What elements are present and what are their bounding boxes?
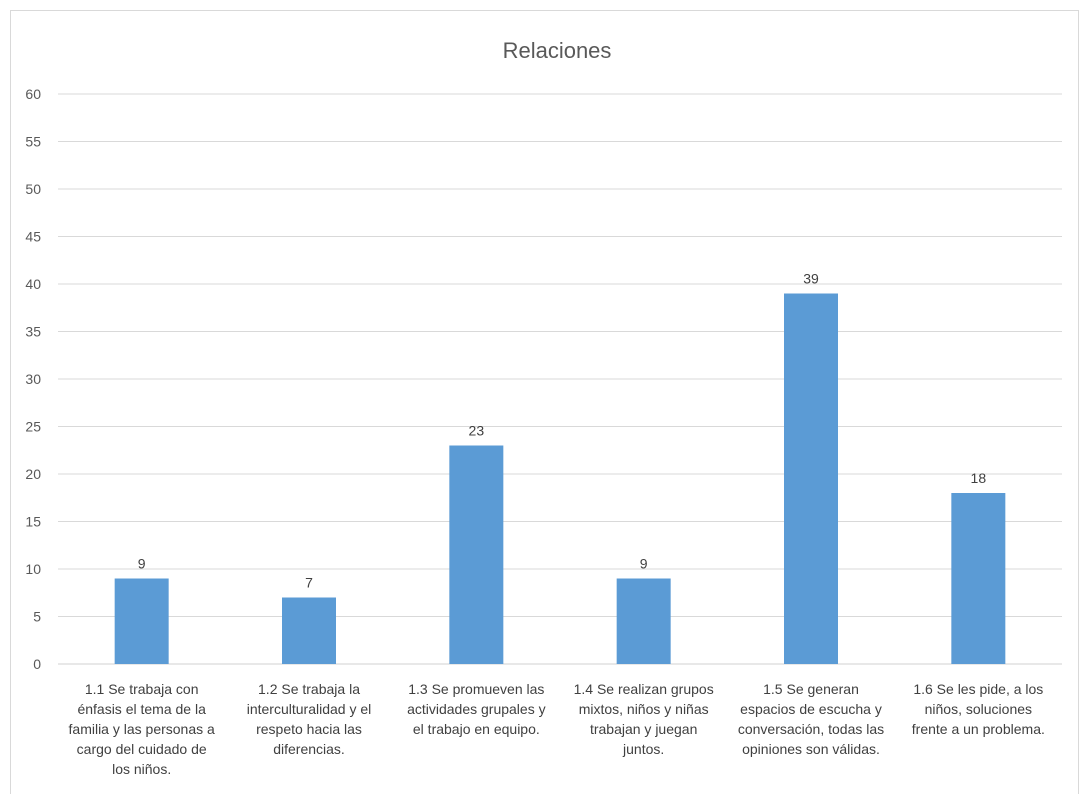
x-tick-label-line: 1.1 Se trabaja con xyxy=(85,681,199,697)
bar xyxy=(784,293,838,664)
x-tick-label-line: énfasis el tema de la xyxy=(77,701,206,717)
y-tick-label: 30 xyxy=(25,371,41,387)
x-tick-label-line: 1.3 Se promueven las xyxy=(408,681,544,697)
data-label: 23 xyxy=(469,423,485,439)
y-tick-label: 20 xyxy=(25,466,41,482)
x-tick-label-line: espacios de escucha y xyxy=(740,701,882,717)
chart-title: Relaciones xyxy=(503,38,612,63)
data-label: 39 xyxy=(803,271,819,287)
y-tick-label: 45 xyxy=(25,229,41,245)
bar xyxy=(616,578,671,664)
bar xyxy=(449,445,504,664)
y-tick-label: 25 xyxy=(25,419,41,435)
chart-frame xyxy=(10,10,1079,794)
x-tick-label: 1.6 Se les pide, a los niños, soluciones f… xyxy=(912,681,1045,737)
bar xyxy=(951,493,1006,664)
x-tick-label: 1.5 Se generan espacios de escucha y conve… xyxy=(738,681,884,757)
bars xyxy=(114,293,1006,664)
x-tick-label-line: los niños. xyxy=(112,761,171,777)
x-tick-label-line: conversación, todas las xyxy=(738,721,884,737)
x-tick-label-line: el trabajo en equipo. xyxy=(413,721,540,737)
x-tick-label-line: trabajan y juegan xyxy=(590,721,697,737)
data-label: 18 xyxy=(971,470,987,486)
bar xyxy=(282,597,336,664)
y-axis-ticks: 0 5 10 15 20 25 30 35 40 45 50 55 60 xyxy=(25,86,41,672)
x-tick-label: 1.1 Se trabaja con énfasis el tema de la f… xyxy=(69,681,216,777)
x-tick-label: 1.4 Se realizan grupos mixtos, niños y ni… xyxy=(574,681,714,757)
x-tick-label-line: 1.6 Se les pide, a los xyxy=(913,681,1043,697)
y-tick-label: 10 xyxy=(25,561,41,577)
y-tick-label: 15 xyxy=(25,514,41,530)
data-labels: 9 7 23 9 39 18 xyxy=(138,271,987,591)
y-tick-label: 55 xyxy=(25,134,41,150)
x-tick-label-line: 1.5 Se generan xyxy=(763,681,859,697)
bar xyxy=(114,578,169,664)
x-axis-labels: 1.1 Se trabaja con énfasis el tema de la f… xyxy=(69,681,1045,777)
x-tick-label-line: niños, soluciones xyxy=(925,701,1032,717)
x-tick-label-line: 1.4 Se realizan grupos xyxy=(574,681,714,697)
x-tick-label-line: diferencias. xyxy=(273,741,345,757)
x-tick-label: 1.2 Se trabaja la interculturalidad y el r… xyxy=(247,681,372,757)
x-tick-label-line: frente a un problema. xyxy=(912,721,1045,737)
gridlines xyxy=(58,93,1062,665)
y-tick-label: 35 xyxy=(25,324,41,340)
x-tick-label-line: actividades grupales y xyxy=(407,701,546,717)
x-tick-label-line: interculturalidad y el xyxy=(247,701,372,717)
y-tick-label: 60 xyxy=(25,86,41,102)
x-tick-label-line: mixtos, niños y niñas xyxy=(579,701,709,717)
y-tick-label: 40 xyxy=(25,276,41,292)
data-label: 7 xyxy=(305,575,313,591)
data-label: 9 xyxy=(640,556,648,572)
x-tick-label-line: juntos. xyxy=(622,741,664,757)
x-tick-label-line: opiniones son válidas. xyxy=(742,741,880,757)
y-tick-label: 0 xyxy=(33,656,41,672)
x-tick-label-line: respeto hacia las xyxy=(256,721,362,737)
x-tick-label-line: familia y las personas a xyxy=(69,721,216,737)
y-tick-label: 5 xyxy=(33,609,41,625)
y-tick-label: 50 xyxy=(25,181,41,197)
x-tick-label: 1.3 Se promueven las actividades grupales… xyxy=(407,681,546,737)
x-tick-label-line: 1.2 Se trabaja la xyxy=(258,681,360,697)
data-label: 9 xyxy=(138,556,146,572)
x-tick-label-line: cargo del cuidado de xyxy=(77,741,207,757)
